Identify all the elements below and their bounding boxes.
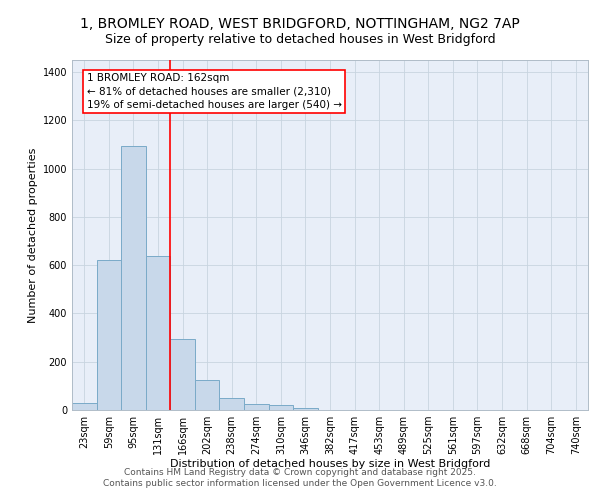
Bar [121, 146, 146, 410]
Text: Size of property relative to detached houses in West Bridgford: Size of property relative to detached ho… [104, 32, 496, 46]
Bar [293, 408, 318, 410]
Bar [97, 260, 121, 410]
Bar [72, 403, 97, 410]
Bar [244, 404, 269, 410]
X-axis label: Distribution of detached houses by size in West Bridgford: Distribution of detached houses by size … [170, 458, 490, 468]
Bar [170, 339, 195, 410]
Bar [195, 380, 220, 410]
Bar [269, 405, 293, 410]
Y-axis label: Number of detached properties: Number of detached properties [28, 148, 38, 322]
Bar [220, 398, 244, 410]
Text: 1, BROMLEY ROAD, WEST BRIDGFORD, NOTTINGHAM, NG2 7AP: 1, BROMLEY ROAD, WEST BRIDGFORD, NOTTING… [80, 18, 520, 32]
Text: Contains HM Land Registry data © Crown copyright and database right 2025.
Contai: Contains HM Land Registry data © Crown c… [103, 468, 497, 487]
Bar [146, 256, 170, 410]
Text: 1 BROMLEY ROAD: 162sqm
← 81% of detached houses are smaller (2,310)
19% of semi-: 1 BROMLEY ROAD: 162sqm ← 81% of detached… [87, 74, 342, 110]
